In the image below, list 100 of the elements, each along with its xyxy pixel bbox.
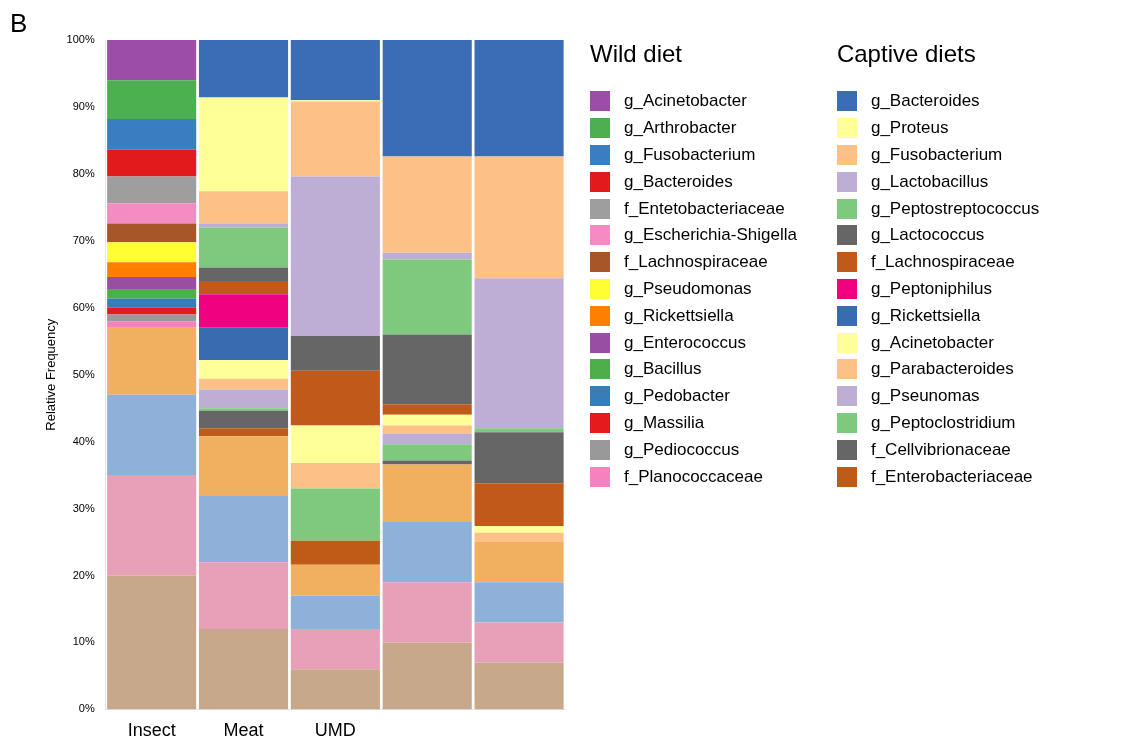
legend-label: g_Pediococcus [624, 439, 740, 460]
legend-label: g_Fusobacterium [624, 144, 756, 165]
bar [474, 532, 564, 543]
bar [474, 432, 564, 484]
bar [107, 203, 197, 224]
bar [107, 223, 197, 243]
bar [290, 595, 380, 630]
bar [474, 622, 564, 663]
bar [198, 389, 289, 409]
bar [198, 223, 289, 228]
legend-label: f_Cellvibrionaceae [870, 439, 1011, 460]
bar [107, 242, 197, 263]
y-tick-label: 20% [72, 568, 95, 581]
bar [382, 334, 472, 405]
bar [107, 80, 197, 119]
legend-label: g_Rickettsiella [870, 305, 981, 326]
legend-label: g_Bacillus [624, 359, 702, 380]
bar [382, 404, 472, 415]
bar [290, 463, 380, 489]
bar [107, 149, 197, 177]
legend-label: g_Lactococcus [870, 225, 985, 246]
bar [198, 40, 289, 98]
legend-label: g_Enterococcus [624, 332, 746, 353]
bar [382, 464, 472, 522]
bar [290, 488, 380, 541]
legend-label: f_Enterobacteriaceae [870, 466, 1033, 487]
bar [382, 40, 472, 157]
legend-label: g_Arthrobacter [624, 118, 737, 139]
bar [198, 562, 289, 630]
bar [198, 428, 289, 437]
bar [382, 444, 472, 461]
bar [290, 101, 380, 177]
bar [198, 97, 289, 192]
bar [107, 475, 197, 576]
bar [290, 335, 380, 371]
bar [107, 327, 197, 395]
bar [290, 629, 380, 670]
bar [198, 327, 289, 360]
bar [290, 540, 380, 565]
bar [474, 525, 564, 533]
bar [198, 227, 289, 268]
legend-label: g_Pseudomonas [624, 278, 752, 299]
legend-label: g_Escherichia-Shigella [624, 225, 797, 246]
bar [198, 294, 289, 328]
bar [382, 642, 472, 710]
bar [474, 542, 564, 583]
legend-label: g_Bacteroides [624, 171, 733, 192]
legend-label: g_Peptoniphilus [870, 278, 992, 299]
bar [474, 483, 564, 526]
legend-label: g_Massilia [624, 412, 705, 433]
bar [382, 156, 472, 253]
y-tick-label: 90% [72, 99, 95, 112]
x-tick-label: Insect [127, 720, 176, 741]
text: Wild diet [590, 40, 684, 68]
legend-label: g_Pseunomas [870, 386, 980, 407]
legend-label: g_Fusobacterium [870, 144, 1003, 165]
legend-label: g_Acinetobacter [870, 332, 994, 353]
y-tick-label: 100% [66, 33, 95, 46]
chart-title: B [10, 8, 28, 39]
legend-label: f_Planococcaceae [624, 466, 763, 487]
y-tick-label: 60% [72, 300, 95, 313]
bar [290, 176, 380, 336]
bar [198, 436, 289, 496]
bar [107, 289, 197, 299]
y-axis-title: Relative Frequency [43, 318, 59, 431]
bar [198, 410, 289, 429]
bar [382, 521, 472, 583]
bar [382, 433, 472, 445]
bar [198, 359, 289, 379]
legend-label: g_Acinetobacter [624, 91, 747, 112]
bar [107, 321, 197, 328]
legend-label: g_Rickettsiella [624, 305, 734, 326]
legend-label: g_Pedobacter [624, 386, 730, 407]
x-tick-label: Meat [223, 720, 264, 741]
bar [382, 414, 472, 426]
bar [290, 370, 380, 426]
bar [107, 118, 197, 150]
bar [107, 298, 197, 308]
bar [382, 425, 472, 434]
y-tick-label: 80% [72, 166, 95, 179]
bar [107, 307, 197, 315]
legend-label: g_Proteus [870, 118, 949, 139]
y-tick-label: 30% [72, 501, 95, 514]
bar [198, 495, 289, 563]
legend-label: g_Parabacteroides [870, 359, 1014, 380]
y-tick-label: 40% [72, 434, 95, 447]
bar [290, 40, 380, 101]
bar [107, 394, 197, 476]
legend-label: g_Lactobacillus [870, 171, 989, 192]
bar [382, 460, 472, 465]
bar [382, 582, 472, 643]
bar [198, 191, 289, 224]
bar [382, 252, 472, 260]
legend-label: f_Entetobacteriaceae [624, 198, 785, 219]
y-tick-label: 50% [72, 367, 95, 380]
bar [474, 156, 564, 279]
text: Captive diets [836, 40, 977, 68]
bar [107, 40, 197, 81]
y-tick-label: 70% [72, 233, 95, 246]
bar [474, 662, 564, 710]
